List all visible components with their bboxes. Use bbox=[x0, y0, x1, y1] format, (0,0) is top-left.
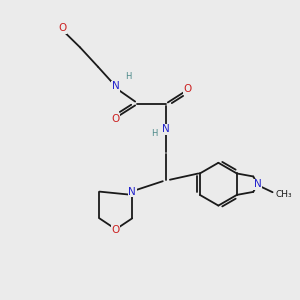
Text: N: N bbox=[128, 187, 136, 196]
Text: O: O bbox=[112, 225, 120, 235]
Text: O: O bbox=[183, 84, 191, 94]
Text: N: N bbox=[254, 179, 262, 189]
Text: N: N bbox=[112, 81, 120, 91]
Text: N: N bbox=[163, 124, 170, 134]
Text: H: H bbox=[151, 129, 157, 138]
Text: H: H bbox=[125, 72, 131, 81]
Text: CH₃: CH₃ bbox=[275, 190, 292, 199]
Text: O: O bbox=[58, 23, 66, 33]
Text: O: O bbox=[112, 114, 120, 124]
